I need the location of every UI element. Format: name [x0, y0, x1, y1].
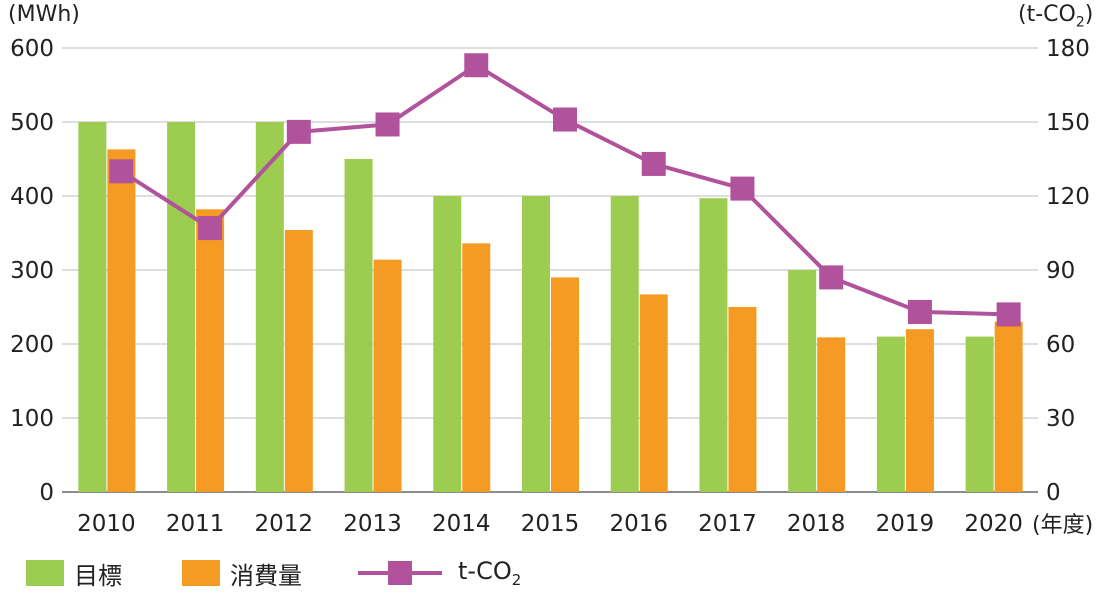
y-right-tick-label: 180	[1046, 36, 1090, 62]
legend-item-consumption: 消費量	[182, 553, 302, 593]
bar-target	[699, 198, 728, 492]
legend-label-co2: t-CO2	[458, 557, 521, 589]
right-axis-unit-subscript: 2	[1075, 14, 1085, 31]
x-tick-label: 2018	[787, 511, 846, 537]
co2-marker	[553, 107, 577, 132]
co2-marker	[730, 176, 755, 201]
bar-target	[255, 122, 284, 492]
legend-swatch-co2	[358, 560, 442, 586]
x-axis-unit: (年度)	[1032, 513, 1094, 538]
legend: 目標 消費量 t-CO2	[0, 553, 1100, 593]
y-left-tick-label: 500	[10, 110, 54, 136]
legend-swatch-target	[26, 560, 64, 586]
co2-marker	[109, 159, 134, 184]
co2-marker	[198, 216, 223, 241]
x-tick-label: 2020	[964, 511, 1023, 537]
bar-target	[522, 196, 550, 492]
right-axis-unit-text: (t-CO	[1018, 2, 1076, 27]
bar-consumption	[728, 307, 757, 492]
co2-marker	[819, 265, 844, 290]
left-axis-unit: (MWh)	[8, 2, 80, 27]
right-axis-unit-close: )	[1084, 2, 1094, 27]
y-left-tick-label: 0	[39, 480, 54, 506]
x-tick-label: 2016	[609, 511, 668, 537]
y-right-tick-label: 60	[1046, 332, 1075, 358]
y-left-tick-label: 300	[10, 258, 54, 284]
bar-target	[433, 196, 462, 492]
bar-consumption	[196, 209, 225, 492]
x-tick-label: 2017	[698, 511, 757, 537]
y-right-tick-label: 30	[1046, 406, 1075, 432]
legend-label-target: 目標	[74, 561, 122, 590]
bar-consumption	[551, 277, 579, 492]
y-right-tick-label: 90	[1046, 258, 1075, 284]
y-right-tick-label: 150	[1046, 110, 1090, 136]
legend-item-co2: t-CO2	[358, 553, 521, 593]
y-left-tick-label: 600	[10, 36, 54, 62]
legend-label-co2-subscript: 2	[511, 570, 522, 589]
right-axis-unit: (t-CO2)	[1018, 2, 1093, 30]
y-left-tick-label: 100	[10, 406, 54, 432]
bar-consumption	[107, 149, 136, 492]
bar-target	[344, 159, 373, 492]
x-tick-label: 2010	[77, 511, 136, 537]
legend-label-consumption: 消費量	[230, 561, 302, 590]
bar-target	[876, 336, 905, 492]
co2-marker	[641, 151, 666, 176]
co2-marker	[996, 302, 1021, 327]
legend-swatch-consumption	[182, 560, 220, 586]
y-right-tick-label: 120	[1046, 184, 1090, 210]
x-tick-label: 2012	[255, 511, 314, 537]
y-right-tick-label: 0	[1046, 480, 1061, 506]
x-tick-label: 2019	[876, 511, 935, 537]
bar-target	[965, 336, 994, 492]
y-left-tick-label: 200	[10, 332, 54, 358]
legend-label-co2-text: t-CO	[458, 557, 512, 586]
co2-marker	[907, 299, 932, 324]
bar-target	[610, 196, 639, 492]
bar-consumption	[373, 259, 402, 492]
legend-item-target: 目標	[26, 553, 122, 593]
co2-marker	[375, 112, 400, 137]
bar-consumption	[905, 329, 934, 492]
x-tick-label: 2014	[432, 511, 491, 537]
bar-target	[78, 122, 107, 492]
bar-target	[788, 270, 817, 492]
chart: 0 100 200 300 400 500 600 0 30 60 90 120 150 180 2010 2…	[10, 36, 1090, 537]
bar-consumption	[817, 337, 846, 492]
x-tick-label: 2013	[343, 511, 402, 537]
x-tick-label: 2015	[521, 511, 580, 537]
bar-consumption	[994, 321, 1023, 492]
co2-marker	[464, 53, 489, 78]
co2-line	[120, 63, 1009, 317]
bar-target	[167, 122, 196, 492]
x-tick-label: 2011	[166, 511, 225, 537]
y-left-tick-label: 400	[10, 184, 54, 210]
co2-marker	[286, 119, 311, 144]
bar-consumption	[284, 230, 313, 493]
bar-consumption	[639, 294, 668, 492]
bar-consumption	[462, 243, 491, 492]
